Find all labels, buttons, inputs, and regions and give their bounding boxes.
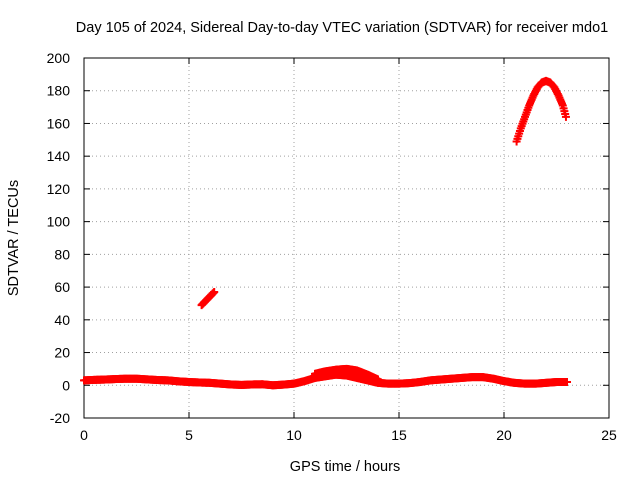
series-segment-6h — [197, 288, 219, 310]
y-axis-label: SDTVAR / TECUs — [6, 180, 22, 296]
y-axis: -20 0 20 40 60 80 100 120 140 160 180 200 — [47, 50, 609, 426]
chart-title: Day 105 of 2024, Sidereal Day-to-day VTE… — [76, 20, 608, 36]
data-point — [210, 288, 219, 296]
plot-frame — [83, 57, 610, 419]
y-tick-label: 100 — [47, 214, 71, 230]
data-points — [80, 76, 571, 390]
data-point — [563, 378, 571, 386]
series-arc-21-23h — [512, 76, 570, 146]
data-point — [374, 375, 382, 384]
x-axis: 0 5 10 15 20 25 — [80, 58, 617, 443]
x-tick-label: 0 — [80, 427, 88, 443]
x-tick-label: 15 — [391, 427, 407, 443]
x-axis-label: GPS time / hours — [290, 459, 400, 475]
x-tick-label: 20 — [496, 427, 512, 443]
x-tick-label: 10 — [286, 427, 302, 443]
grid — [84, 58, 609, 418]
data-point — [561, 112, 570, 121]
y-tick-label: 20 — [54, 345, 70, 361]
y-tick-label: 180 — [47, 83, 71, 99]
y-tick-label: 60 — [54, 279, 70, 295]
series-baseline — [80, 370, 571, 390]
y-tick-label: 200 — [47, 50, 71, 66]
y-tick-label: 40 — [54, 312, 70, 328]
x-tick-label: 25 — [601, 427, 617, 443]
y-tick-label: 160 — [47, 115, 71, 131]
series-upper-branch — [311, 364, 382, 384]
y-tick-label: 140 — [47, 148, 71, 164]
x-tick-label: 5 — [185, 427, 193, 443]
y-tick-label: 80 — [54, 246, 70, 262]
y-tick-label: 0 — [62, 377, 70, 393]
y-tick-label: -20 — [50, 410, 70, 426]
y-tick-label: 120 — [47, 181, 71, 197]
